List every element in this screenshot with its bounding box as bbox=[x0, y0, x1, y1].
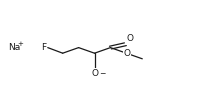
Text: Na: Na bbox=[8, 43, 20, 52]
Text: +: + bbox=[18, 41, 23, 47]
Text: F: F bbox=[41, 43, 46, 52]
Text: O: O bbox=[91, 69, 98, 78]
Text: O: O bbox=[127, 34, 134, 43]
Text: −: − bbox=[99, 69, 106, 78]
Text: O: O bbox=[123, 49, 130, 58]
